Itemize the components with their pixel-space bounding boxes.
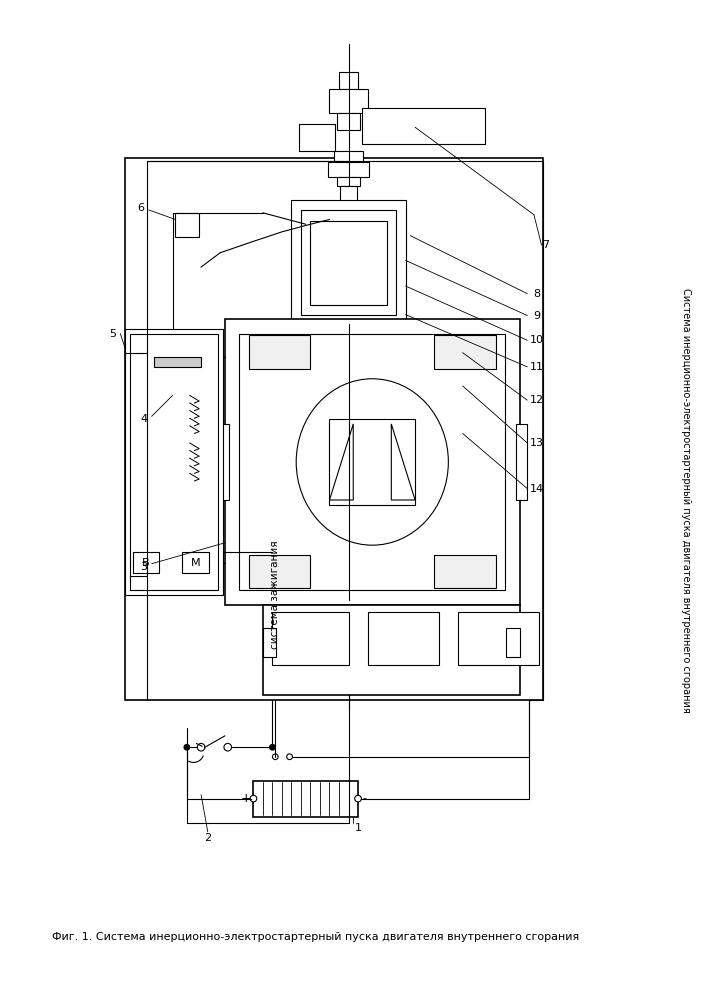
Bar	[153, 357, 201, 367]
Text: 9: 9	[533, 311, 540, 321]
Bar	[272, 612, 349, 665]
Bar	[516, 424, 527, 500]
Bar	[263, 605, 520, 695]
Bar	[175, 213, 199, 237]
Bar	[217, 424, 228, 500]
Text: Система инерционно-электростартерный пуска двигателя внутреннего сгорания: Система инерционно-электростартерный пус…	[681, 288, 691, 712]
Bar	[434, 335, 496, 369]
Bar	[301, 210, 396, 315]
Bar	[329, 89, 368, 113]
Circle shape	[250, 795, 257, 802]
Circle shape	[184, 744, 189, 750]
Text: 12: 12	[530, 395, 544, 405]
Bar	[322, 258, 375, 271]
Text: 5: 5	[109, 329, 116, 339]
Text: система зажигания: система зажигания	[270, 541, 280, 649]
Bar	[362, 108, 486, 144]
Bar	[334, 151, 363, 162]
Text: -: -	[363, 794, 367, 804]
Text: 11: 11	[530, 362, 544, 372]
Bar	[320, 215, 377, 232]
Ellipse shape	[296, 379, 448, 545]
Bar	[340, 243, 357, 258]
Bar	[249, 555, 310, 588]
Bar	[340, 297, 357, 325]
Bar	[337, 279, 360, 297]
Text: Фиг. 1. Система инерционно-электростартерный пуска двигателя внутреннего сгорани: Фиг. 1. Система инерционно-электростарте…	[52, 932, 579, 942]
Bar	[310, 221, 387, 305]
Bar	[125, 329, 223, 595]
Text: 8: 8	[533, 289, 540, 299]
Bar	[291, 200, 406, 324]
Bar	[434, 555, 496, 588]
Text: 7: 7	[542, 240, 549, 250]
Bar	[182, 552, 209, 573]
Text: 3: 3	[141, 562, 148, 572]
Circle shape	[224, 743, 232, 751]
Bar	[337, 113, 360, 130]
Text: 2: 2	[204, 833, 211, 843]
Bar	[125, 158, 544, 700]
Bar	[263, 628, 276, 657]
Polygon shape	[391, 424, 415, 500]
Bar	[337, 177, 360, 186]
Text: +: +	[240, 792, 251, 805]
Circle shape	[269, 744, 275, 750]
Bar	[340, 186, 357, 219]
Bar	[327, 232, 370, 243]
Bar	[130, 334, 218, 590]
Text: 4: 4	[141, 414, 148, 424]
Circle shape	[197, 743, 205, 751]
Bar	[253, 781, 358, 817]
Text: В: В	[142, 558, 150, 568]
Bar	[299, 124, 335, 151]
Text: 1: 1	[354, 823, 361, 833]
Bar	[133, 552, 159, 573]
Bar	[332, 271, 366, 282]
Text: 6: 6	[138, 203, 145, 213]
Bar	[339, 72, 358, 89]
Polygon shape	[329, 424, 354, 500]
Text: М: М	[191, 558, 200, 568]
Bar	[368, 612, 439, 665]
Bar	[249, 335, 310, 369]
Circle shape	[272, 754, 278, 760]
Circle shape	[355, 795, 361, 802]
Bar	[458, 612, 539, 665]
Bar	[506, 628, 520, 657]
Bar	[299, 124, 335, 151]
Bar	[327, 162, 370, 177]
Bar	[329, 419, 415, 505]
Circle shape	[287, 754, 293, 760]
Text: 13: 13	[530, 438, 544, 448]
Bar	[239, 334, 506, 590]
Text: 14: 14	[530, 484, 544, 494]
Text: 10: 10	[530, 335, 544, 345]
Bar	[362, 108, 486, 144]
Bar	[225, 319, 520, 605]
